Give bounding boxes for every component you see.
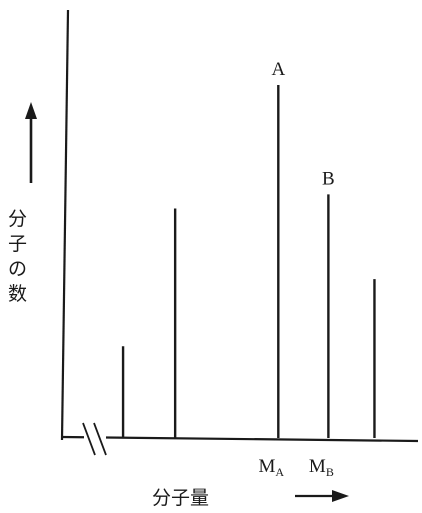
peak-label-b: B: [322, 168, 335, 189]
arrow-up-icon: [25, 102, 37, 183]
x-tick-label-ma: MA: [259, 456, 285, 479]
x-tick-labels: MA MB: [259, 456, 334, 479]
y-label-char-2: 子: [8, 233, 27, 255]
peak-labels: AB: [271, 59, 334, 189]
x-tick-label-mb: MB: [309, 456, 334, 479]
y-axis-label: 分 子 の 数: [8, 208, 27, 305]
axis-break-icon: [82, 422, 107, 456]
x-axis-label: 分子量: [152, 487, 209, 509]
arrow-right-icon: [295, 490, 349, 502]
y-axis-line: [60, 9, 70, 441]
y-label-char-1: 分: [8, 208, 27, 230]
peak-bars: [121, 85, 376, 438]
peak-label-a: A: [271, 59, 285, 80]
x-axis-line: [61, 435, 419, 443]
y-label-char-3: の: [8, 258, 27, 280]
y-label-char-4: 数: [8, 283, 27, 305]
